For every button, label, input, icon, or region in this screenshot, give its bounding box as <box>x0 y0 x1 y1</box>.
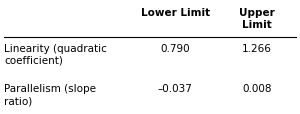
Text: –0.037: –0.037 <box>158 84 193 94</box>
Text: 0.008: 0.008 <box>242 84 272 94</box>
Text: 0.790: 0.790 <box>160 44 190 54</box>
Text: Parallelism (slope
ratio): Parallelism (slope ratio) <box>4 84 96 105</box>
Text: 1.266: 1.266 <box>242 44 272 54</box>
Text: Linearity (quadratic
coefficient): Linearity (quadratic coefficient) <box>4 44 107 65</box>
Text: Upper
Limit: Upper Limit <box>239 8 275 29</box>
Text: Lower Limit: Lower Limit <box>141 8 210 18</box>
